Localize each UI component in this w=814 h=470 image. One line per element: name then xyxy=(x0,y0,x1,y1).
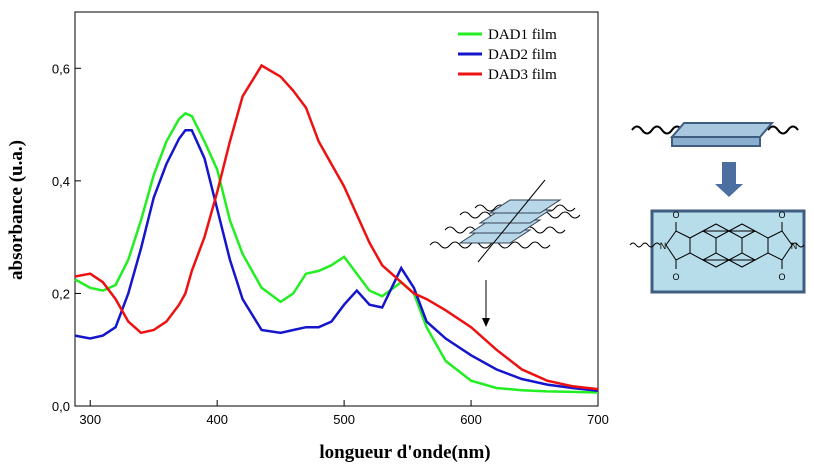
x-tick-label: 600 xyxy=(460,412,482,427)
data-line xyxy=(74,128,599,393)
x-tick-label: 400 xyxy=(206,412,228,427)
plot-frame xyxy=(74,11,599,407)
atom-label: O xyxy=(778,210,785,220)
x-tick-label: 300 xyxy=(79,412,101,427)
x-tick-label: 700 xyxy=(587,412,609,427)
legend-label: DAD1 film xyxy=(488,27,557,43)
y-tick-label: 0,6 xyxy=(52,61,70,76)
atom-label: O xyxy=(778,272,785,282)
y-tick-label: 0,0 xyxy=(52,399,70,414)
y-tick-label: 0,2 xyxy=(52,286,70,301)
atom-label: O xyxy=(672,210,679,220)
molecule-diagram: O O N N O O xyxy=(629,122,806,294)
x-tick-label: 500 xyxy=(333,412,355,427)
legend-label: DAD2 film xyxy=(488,47,557,63)
atom-label: N xyxy=(660,241,667,251)
y-tick-label: 0,4 xyxy=(52,174,70,189)
stack-diagram xyxy=(429,179,581,327)
atom-label: N xyxy=(791,241,798,251)
x-axis-label: longueur d'onde(nm) xyxy=(319,442,490,463)
y-axis-label: absorbance (u.a.) xyxy=(6,140,27,280)
atom-label: O xyxy=(672,272,679,282)
data-line xyxy=(74,63,599,391)
legend-label: DAD3 film xyxy=(488,67,557,83)
data-line xyxy=(74,111,599,394)
